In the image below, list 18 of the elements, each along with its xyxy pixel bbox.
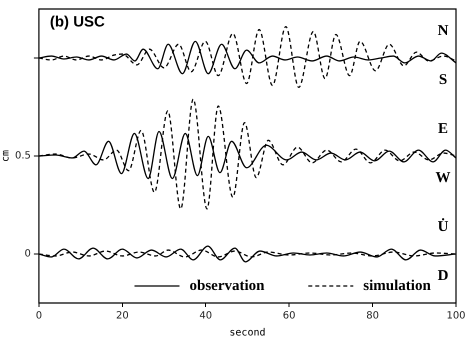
annotation: N xyxy=(438,22,449,39)
annotation: S xyxy=(438,72,448,88)
annotation: W xyxy=(436,170,450,186)
x-tick-label: 100 xyxy=(446,310,466,322)
y-tick-label: 0.5 xyxy=(14,150,31,162)
x-tick-label: 60 xyxy=(282,310,296,322)
legend-label: simulation xyxy=(363,278,432,294)
chart-title: (b) USC xyxy=(50,14,106,31)
x-tick-label: 0 xyxy=(36,310,42,322)
legend-label: observation xyxy=(189,278,266,294)
x-tick-label: 20 xyxy=(116,310,129,322)
x-tick-label: 80 xyxy=(366,310,379,322)
annotation: D xyxy=(438,268,449,284)
y-axis-title: cm xyxy=(0,150,12,162)
annotation: E xyxy=(438,120,448,137)
x-axis-title: second xyxy=(229,328,266,339)
annotation: U̇ xyxy=(438,217,449,235)
x-tick-label: 40 xyxy=(199,310,212,322)
